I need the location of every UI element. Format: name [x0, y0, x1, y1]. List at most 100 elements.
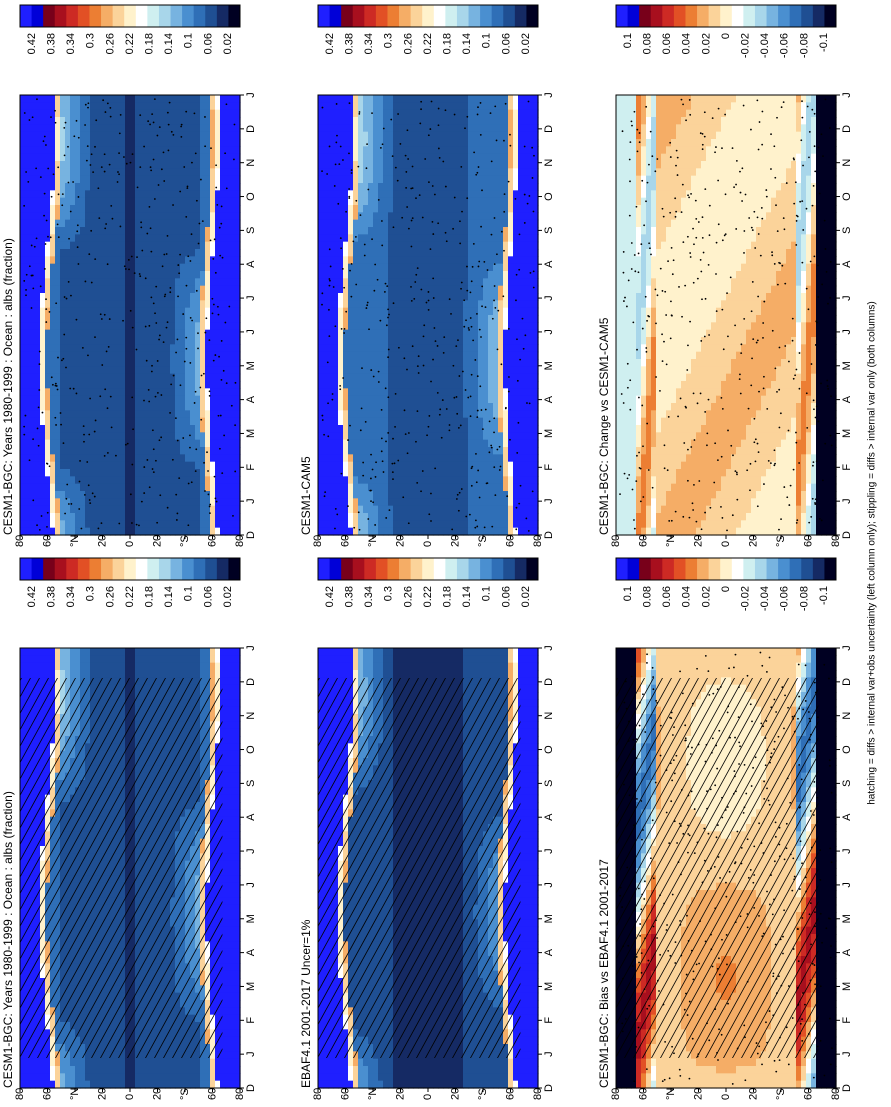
heatmap-cell	[80, 513, 86, 521]
heatmap-cell	[70, 970, 76, 979]
heatmap-cell	[70, 190, 76, 199]
heatmap-cell	[180, 941, 186, 950]
heatmap-cell	[130, 417, 136, 426]
heatmap-cell	[200, 853, 206, 862]
heatmap-cell	[195, 934, 201, 942]
heatmap-cell	[165, 875, 171, 884]
heatmap-cell	[35, 692, 41, 700]
heatmap-cell	[80, 699, 86, 708]
heatmap-cell	[185, 439, 191, 448]
heatmap-cell	[210, 699, 216, 708]
heatmap-cell	[235, 897, 241, 906]
heatmap-cell	[65, 919, 71, 928]
heatmap-cell	[95, 919, 101, 928]
heatmap-cell	[150, 677, 156, 686]
heatmap-cell	[190, 395, 196, 404]
heatmap-cell	[225, 956, 231, 964]
heatmap-cell	[55, 1051, 61, 1060]
heatmap-cell	[190, 403, 196, 411]
heatmap-cell	[175, 956, 181, 964]
heatmap-cell	[190, 721, 196, 730]
heatmap-cell	[50, 432, 56, 441]
heatmap-cell	[20, 102, 26, 111]
heatmap-cell	[25, 721, 31, 730]
heatmap-cell	[125, 131, 131, 140]
heatmap-cell	[110, 161, 116, 169]
heatmap-cell	[55, 131, 61, 140]
heatmap-cell	[80, 483, 86, 492]
heatmap-cell	[225, 963, 231, 972]
heatmap-cell	[160, 439, 166, 448]
heatmap-cell	[80, 941, 86, 950]
heatmap-cell	[70, 249, 76, 257]
heatmap-cell	[160, 425, 166, 433]
heatmap-cell	[155, 816, 161, 825]
heatmap-cell	[165, 963, 171, 972]
heatmap-cell	[100, 743, 106, 752]
heatmap-cell	[155, 505, 161, 514]
heatmap-cell	[75, 670, 81, 678]
heatmap-cell	[80, 425, 86, 433]
heatmap-cell	[50, 95, 56, 103]
heatmap-cell	[120, 677, 126, 686]
heatmap-cell	[120, 322, 126, 331]
heatmap-cell	[185, 1044, 191, 1052]
heatmap-cell	[135, 469, 141, 477]
heatmap-cell	[50, 963, 56, 972]
heatmap-cell	[65, 1073, 71, 1082]
heatmap-cell	[60, 655, 66, 664]
heatmap-cell	[140, 439, 146, 448]
heatmap-cell	[95, 263, 101, 272]
heatmap-cell	[65, 750, 71, 759]
heatmap-cell	[185, 919, 191, 928]
heatmap-cell	[70, 934, 76, 942]
heatmap-cell	[135, 131, 141, 140]
heatmap-cell	[65, 293, 71, 301]
heatmap-cell	[40, 175, 46, 184]
heatmap-cell	[195, 293, 201, 301]
heatmap-cell	[135, 897, 141, 906]
heatmap-cell	[235, 780, 241, 788]
heatmap-cell	[140, 403, 146, 411]
heatmap-cell	[100, 410, 106, 419]
heatmap-cell	[170, 293, 176, 301]
heatmap-cell	[110, 670, 116, 678]
heatmap-cell	[235, 802, 241, 810]
heatmap-cell	[140, 978, 146, 986]
heatmap-cell	[90, 263, 96, 272]
heatmap-cell	[130, 978, 136, 986]
heatmap-cell	[55, 381, 61, 389]
heatmap-cell	[150, 197, 156, 206]
heatmap-cell	[210, 1066, 216, 1074]
heatmap-cell	[125, 351, 131, 360]
heatmap-cell	[215, 787, 221, 796]
heatmap-cell	[55, 527, 61, 536]
heatmap-cell	[125, 736, 131, 744]
heatmap-cell	[190, 684, 196, 693]
heatmap-cell	[35, 655, 41, 664]
heatmap-cell	[20, 278, 26, 287]
heatmap-cell	[35, 307, 41, 316]
heatmap-cell	[20, 860, 26, 869]
heatmap-cell	[65, 359, 71, 367]
heatmap-cell	[80, 882, 86, 891]
heatmap-cell	[60, 882, 66, 891]
heatmap-cell	[100, 271, 106, 279]
heatmap-cell	[95, 219, 101, 228]
heatmap-cell	[195, 366, 201, 375]
heatmap-cell	[165, 322, 171, 331]
heatmap-cell	[35, 395, 41, 404]
heatmap-cell	[155, 395, 161, 404]
heatmap-cell	[25, 714, 31, 722]
heatmap-cell	[50, 721, 56, 730]
heatmap-cell	[165, 285, 171, 294]
heatmap-cell	[25, 212, 31, 221]
heatmap-cell	[130, 948, 136, 957]
heatmap-cell	[25, 1080, 31, 1089]
lat-label: 20	[96, 1088, 108, 1100]
heatmap-cell	[105, 263, 111, 272]
heatmap-cell	[40, 721, 46, 730]
heatmap-cell	[35, 882, 41, 891]
heatmap-cell	[140, 168, 146, 177]
heatmap-cell	[55, 772, 61, 781]
